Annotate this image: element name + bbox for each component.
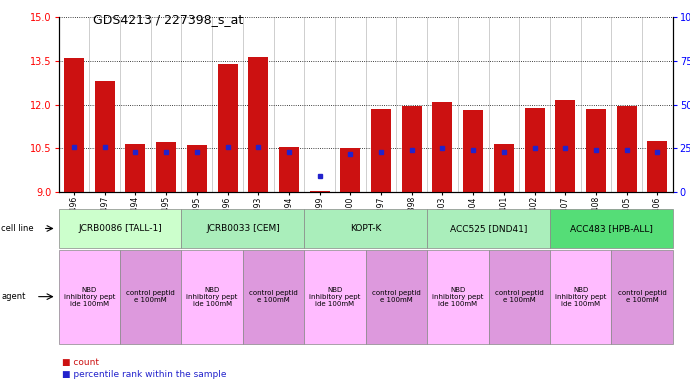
Bar <box>647 141 667 192</box>
Text: NBD
inhibitory pept
ide 100mM: NBD inhibitory pept ide 100mM <box>432 286 484 307</box>
Bar <box>95 81 115 192</box>
Text: NBD
inhibitory pept
ide 100mM: NBD inhibitory pept ide 100mM <box>63 286 115 307</box>
Text: NBD
inhibitory pept
ide 100mM: NBD inhibitory pept ide 100mM <box>309 286 361 307</box>
Bar <box>340 148 360 192</box>
Text: ACC525 [DND41]: ACC525 [DND41] <box>450 224 527 233</box>
Text: control peptid
e 100mM: control peptid e 100mM <box>495 290 544 303</box>
Text: control peptid
e 100mM: control peptid e 100mM <box>126 290 175 303</box>
Text: control peptid
e 100mM: control peptid e 100mM <box>372 290 421 303</box>
Text: ■ count: ■ count <box>62 358 99 367</box>
Bar <box>524 108 544 192</box>
Text: NBD
inhibitory pept
ide 100mM: NBD inhibitory pept ide 100mM <box>555 286 607 307</box>
Bar <box>402 106 422 192</box>
Bar <box>187 146 207 192</box>
Text: ACC483 [HPB-ALL]: ACC483 [HPB-ALL] <box>570 224 653 233</box>
Bar <box>494 144 514 192</box>
Text: control peptid
e 100mM: control peptid e 100mM <box>618 290 667 303</box>
Text: JCRB0086 [TALL-1]: JCRB0086 [TALL-1] <box>78 224 162 233</box>
Bar <box>371 109 391 192</box>
Bar <box>463 111 483 192</box>
Bar <box>126 144 146 192</box>
Bar <box>248 56 268 192</box>
Bar <box>64 58 84 192</box>
Bar <box>310 190 330 192</box>
Bar <box>586 109 606 192</box>
Text: agent: agent <box>1 292 26 301</box>
Bar <box>217 64 237 192</box>
Bar <box>617 106 637 192</box>
Bar <box>555 100 575 192</box>
Bar <box>156 142 176 192</box>
Text: control peptid
e 100mM: control peptid e 100mM <box>249 290 298 303</box>
Text: KOPT-K: KOPT-K <box>350 224 382 233</box>
Text: GDS4213 / 227398_s_at: GDS4213 / 227398_s_at <box>93 13 244 26</box>
Text: JCRB0033 [CEM]: JCRB0033 [CEM] <box>206 224 279 233</box>
Text: ■ percentile rank within the sample: ■ percentile rank within the sample <box>62 370 226 379</box>
Bar <box>279 147 299 192</box>
Bar <box>433 102 453 192</box>
Text: cell line: cell line <box>1 224 34 233</box>
Text: NBD
inhibitory pept
ide 100mM: NBD inhibitory pept ide 100mM <box>186 286 238 307</box>
